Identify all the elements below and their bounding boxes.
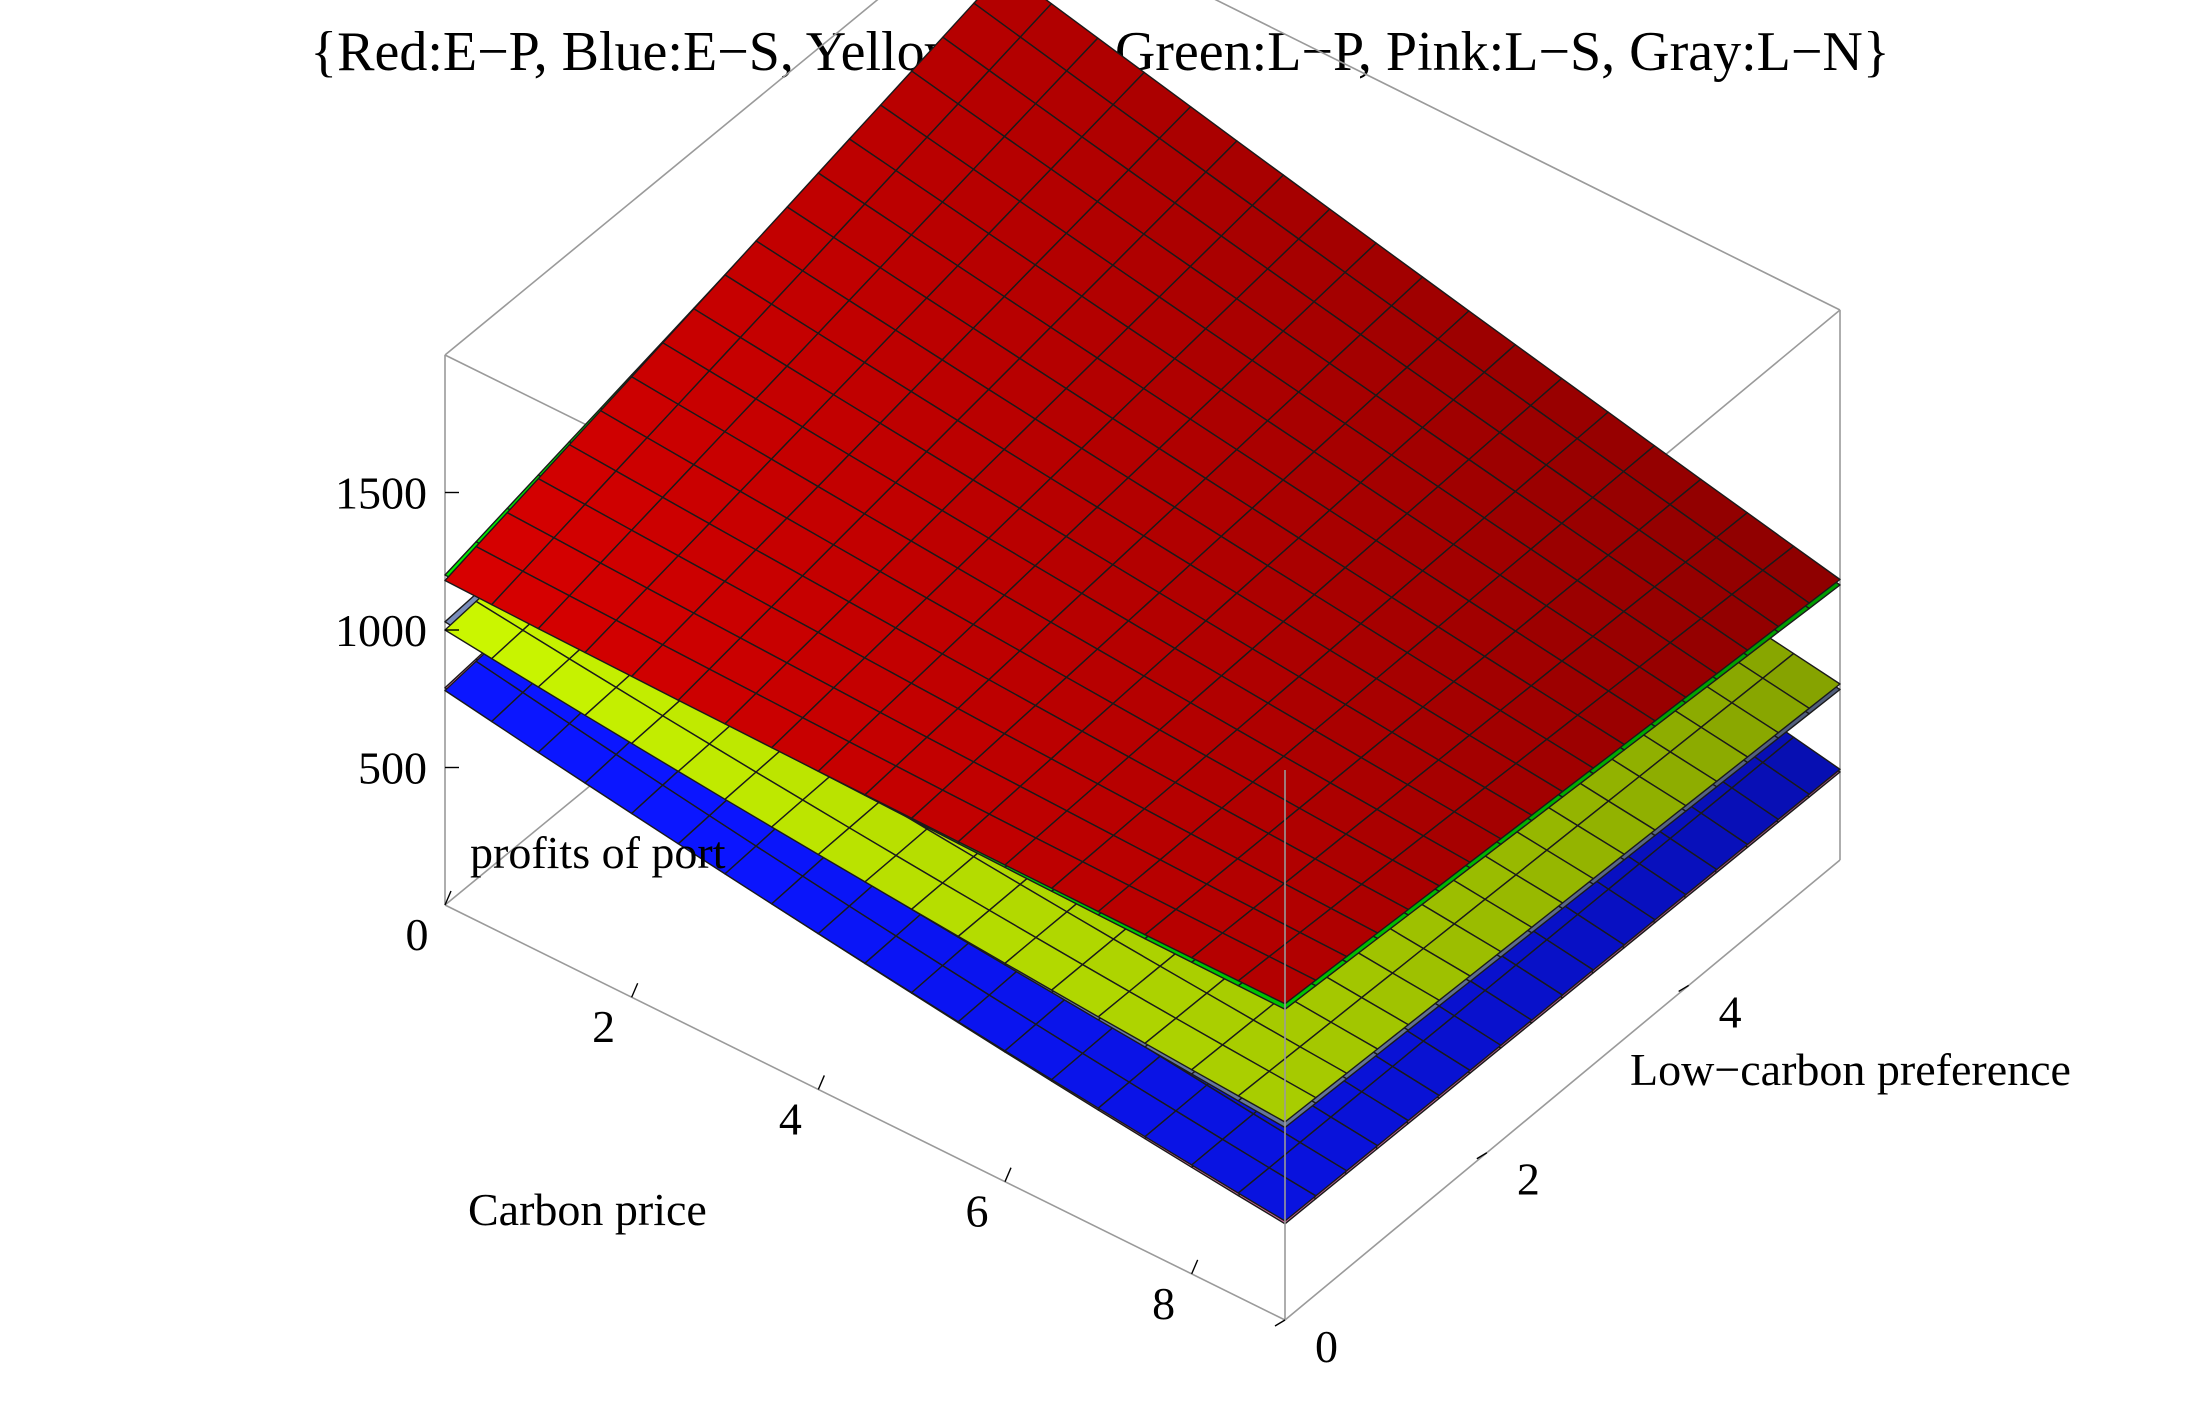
- x-tick: [1191, 1259, 1199, 1275]
- zaxis-label: profits of port: [470, 827, 726, 878]
- surface-red: [444, 0, 1841, 1005]
- x-tick-label: 4: [779, 1093, 802, 1144]
- axis-ticks: 0 2 4 6 8 0 2 4 500 1000 1500: [335, 468, 1742, 1373]
- x-tick-label: 2: [592, 1001, 615, 1052]
- yaxis-label: Low−carbon preference: [1630, 1044, 2071, 1095]
- box-edge: [444, 904, 1286, 1321]
- x-tick: [1004, 1167, 1012, 1182]
- y-tick-label: 0: [1315, 1321, 1338, 1372]
- x-tick-label: 6: [966, 1186, 989, 1237]
- z-tick-label: 500: [358, 743, 427, 794]
- z-tick-label: 1500: [335, 468, 427, 519]
- y-tick: [1274, 1319, 1286, 1327]
- box-edge: [444, 0, 879, 356]
- surface-cell: [1237, 1070, 1317, 1123]
- surface-cell: [1237, 955, 1317, 1005]
- bounding-box-front: [444, 770, 1841, 1321]
- xaxis-label: Carbon price: [468, 1184, 707, 1235]
- surfaces: [444, 0, 1841, 1225]
- x-tick: [817, 1075, 825, 1090]
- z-tick-label: 1000: [335, 605, 427, 656]
- y-tick-label: 2: [1517, 1154, 1540, 1205]
- y-tick-label: 4: [1719, 986, 1742, 1037]
- surface-cell: [1237, 1167, 1317, 1222]
- x-tick: [444, 890, 452, 906]
- y-tick: [1476, 1152, 1488, 1160]
- x-tick: [631, 982, 639, 998]
- x-tick-label: 8: [1152, 1278, 1175, 1329]
- box-edge: [1284, 859, 1841, 1321]
- y-tick: [1678, 984, 1689, 993]
- box-edge: [1214, 0, 1841, 311]
- x-tick-label: 0: [406, 909, 429, 960]
